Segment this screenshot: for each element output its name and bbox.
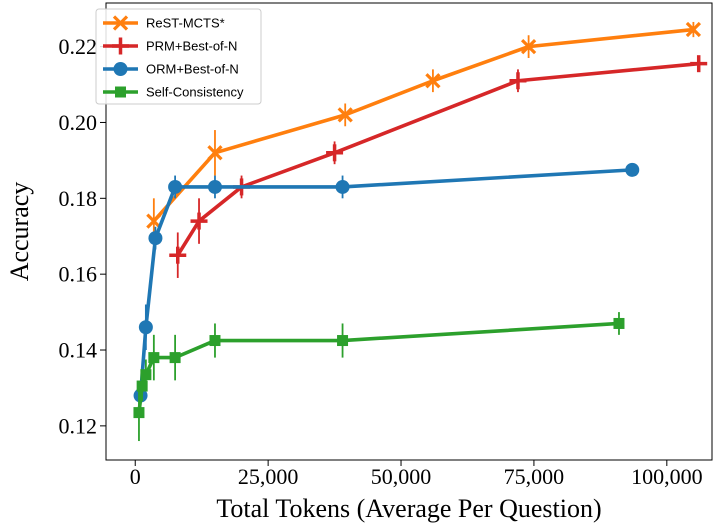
y-tick-label: 0.16 (59, 262, 98, 287)
data-point-prm-best-of-n (326, 144, 344, 162)
series-line-prm-best-of-n (175, 61, 701, 257)
data-point-orm-best-of-n (168, 179, 183, 194)
data-point-self-consistency (169, 352, 181, 364)
legend-label-orm-best-of-n: ORM+Best-of-N (146, 62, 239, 77)
plot-area (133, 21, 708, 442)
data-point-self-consistency (140, 369, 152, 381)
legend-marker-rest-mcts (112, 15, 129, 31)
legend-marker-orm-best-of-n (113, 62, 128, 76)
data-point-rest-mcts (425, 73, 441, 89)
series-line-orm-best-of-n (138, 168, 635, 398)
data-point-prm-best-of-n (169, 246, 187, 264)
legend-label-self-consistency: Self-Consistency (146, 85, 244, 100)
plot-frame (105, 2, 713, 461)
data-point-self-consistency (136, 380, 148, 392)
x-tick-label: 100,000 (631, 464, 703, 489)
data-point-rest-mcts (337, 107, 353, 123)
legend-label-prm-best-of-n: PRM+Best-of-N (146, 39, 237, 54)
x-tick-label: 75,000 (504, 464, 565, 489)
data-point-self-consistency (148, 352, 160, 364)
data-point-orm-best-of-n (138, 320, 153, 335)
data-point-self-consistency (613, 317, 625, 329)
y-tick-label: 0.14 (59, 338, 98, 363)
y-tick-label: 0.18 (59, 186, 98, 211)
legend-marker-prm-best-of-n (112, 37, 129, 55)
series-line-rest-mcts (152, 27, 696, 223)
x-tick-label: 50,000 (371, 464, 432, 489)
data-point-orm-best-of-n (335, 179, 350, 194)
data-point-self-consistency (133, 407, 145, 419)
y-tick-label: 0.12 (59, 413, 98, 438)
data-point-orm-best-of-n (207, 179, 222, 194)
legend-label-rest-mcts: ReST-MCTS* (146, 16, 225, 31)
y-tick-label: 0.20 (59, 110, 98, 135)
data-point-orm-best-of-n (148, 231, 163, 246)
data-point-prm-best-of-n (690, 55, 708, 73)
legend-box (95, 8, 262, 105)
data-point-self-consistency (209, 335, 221, 347)
data-point-self-consistency (337, 335, 349, 347)
x-axis-title: Total Tokens (Average Per Question) (216, 494, 601, 523)
legend-marker-self-consistency (115, 86, 126, 98)
data-point-rest-mcts (520, 38, 537, 55)
data-point-rest-mcts (146, 213, 162, 229)
data-point-orm-best-of-n (625, 162, 640, 177)
x-tick-label: 25,000 (238, 464, 299, 489)
axis-ticks: 0 25,000 50,000 75,000 100,000 0.12 0.14 0.16 0.… (59, 34, 703, 489)
x-tick-label: 0 (130, 464, 141, 489)
y-axis-title: Accuracy (5, 182, 34, 282)
legend: ReST-MCTS* PRM+Best-of-N ORM+Best-of-N Self… (95, 8, 262, 105)
data-point-rest-mcts (685, 21, 702, 38)
data-point-rest-mcts (207, 145, 223, 161)
data-point-prm-best-of-n (509, 72, 527, 90)
data-point-prm-best-of-n (190, 212, 208, 230)
y-tick-label: 0.22 (59, 34, 98, 59)
